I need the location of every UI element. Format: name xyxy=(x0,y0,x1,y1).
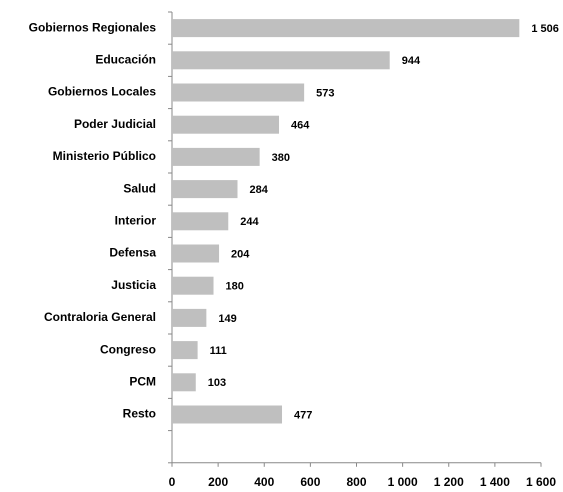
bar xyxy=(172,276,214,295)
x-tick-label: 400 xyxy=(254,475,274,489)
y-tick-label: Defensa xyxy=(109,246,156,260)
bar xyxy=(172,83,305,102)
data-label: 111 xyxy=(210,345,227,357)
x-tick-label: 1 200 xyxy=(434,475,464,489)
data-label: 204 xyxy=(231,248,250,260)
bar xyxy=(172,212,229,231)
bar xyxy=(172,341,198,360)
bar xyxy=(172,373,196,392)
y-tick-label: Gobiernos Regionales xyxy=(29,20,157,34)
y-tick-label: Salud xyxy=(123,181,156,195)
y-tick-label: PCM xyxy=(129,374,156,388)
x-tick-label: 200 xyxy=(208,475,228,489)
bar xyxy=(172,51,390,70)
bar xyxy=(172,244,220,263)
data-label: 180 xyxy=(226,281,244,293)
y-tick-label: Contraloria General xyxy=(44,310,156,324)
bar xyxy=(172,147,260,166)
data-label: 477 xyxy=(294,409,312,421)
x-tick-label: 1 400 xyxy=(480,475,510,489)
y-tick-label: Congreso xyxy=(100,342,156,356)
bar xyxy=(172,115,280,134)
x-tick-label: 0 xyxy=(169,475,176,489)
data-label: 573 xyxy=(316,87,334,99)
y-tick-label: Interior xyxy=(115,213,157,227)
data-label: 464 xyxy=(291,120,310,132)
data-label: 380 xyxy=(272,152,290,164)
bar xyxy=(172,405,283,424)
data-label: 103 xyxy=(208,377,226,389)
y-tick-label: Educación xyxy=(95,52,156,66)
x-tick-label: 800 xyxy=(346,475,366,489)
y-tick-label: Poder Judicial xyxy=(74,117,156,131)
bar xyxy=(172,19,520,38)
x-tick-label: 1 000 xyxy=(388,475,418,489)
y-tick-label: Ministerio Público xyxy=(53,149,156,163)
data-label: 284 xyxy=(249,184,268,196)
y-tick-label: Justicia xyxy=(111,278,156,292)
data-label: 244 xyxy=(240,216,259,228)
x-tick-label: 600 xyxy=(300,475,320,489)
bar xyxy=(172,180,238,199)
x-tick-label: 1 600 xyxy=(526,475,556,489)
y-tick-label: Resto xyxy=(123,407,156,421)
bar xyxy=(172,308,207,327)
data-label: 1 506 xyxy=(531,23,559,35)
y-tick-label: Gobiernos Locales xyxy=(48,85,156,99)
data-label: 944 xyxy=(402,55,421,67)
data-label: 149 xyxy=(218,313,236,325)
